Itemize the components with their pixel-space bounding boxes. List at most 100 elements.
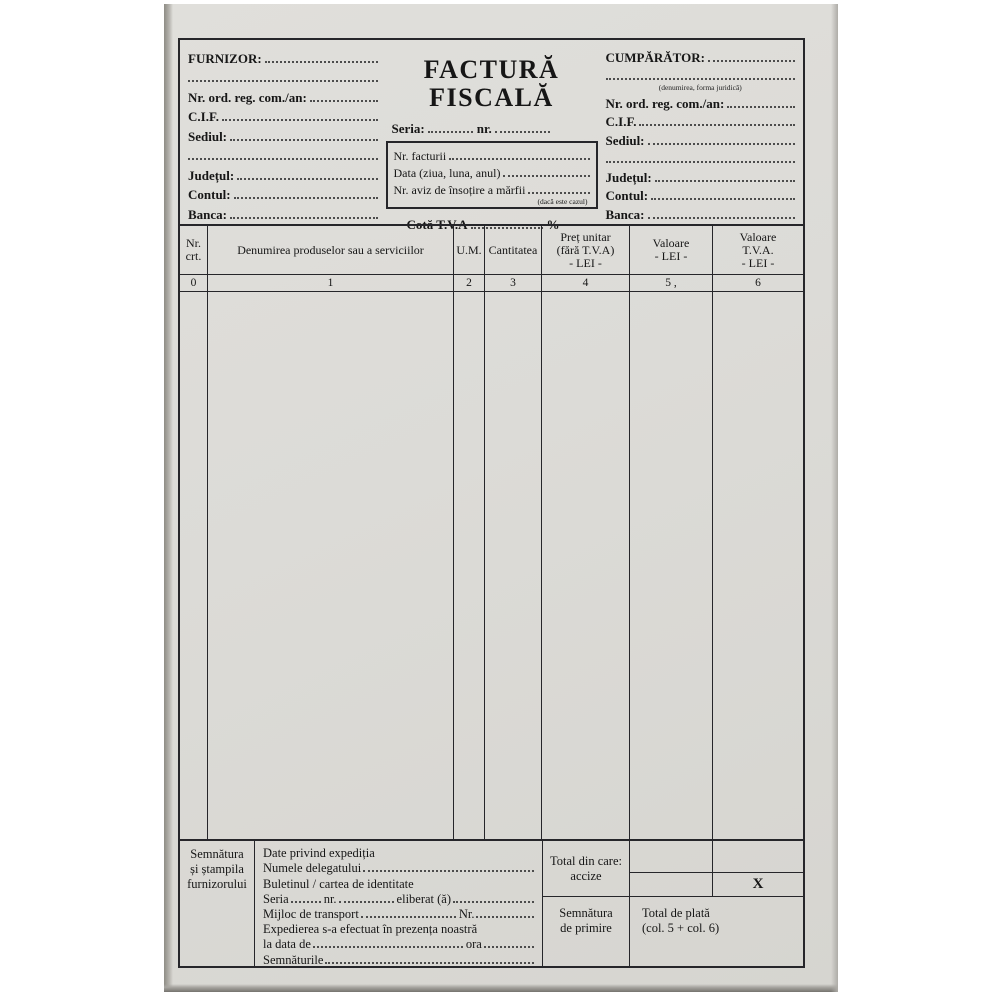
dotted-line <box>363 870 534 873</box>
col-number-0: 0 <box>180 275 208 291</box>
delegate-name-field: Numele delegatului <box>263 860 534 875</box>
col-header-valoare: Valoare - LEI - <box>630 226 713 274</box>
dotted-line <box>264 60 378 63</box>
dotted-line <box>427 131 473 133</box>
col-header-text: Denumirea produselor sau a serviciilor <box>237 242 424 257</box>
buyer-account-field: Contul: <box>606 185 795 203</box>
footer-section: Semnătura și ștampila furnizorului Date … <box>180 839 803 967</box>
supplier-bank-label: Banca: <box>188 206 227 222</box>
supplier-reg-label: Nr. ord. reg. com./an: <box>188 89 307 105</box>
supplier-account-field: Contul: <box>188 183 378 202</box>
col-header-pret-unitar: Preț unitar (fără T.V.A) - LEI - <box>542 226 630 274</box>
body-cell-um <box>454 292 485 839</box>
dotted-line <box>221 119 378 121</box>
series-field: Seria: nr. <box>392 121 592 136</box>
dotted-line <box>605 78 795 80</box>
receipt-signature-cell: Semnătura de primire <box>543 897 630 966</box>
dotted-line <box>494 131 550 133</box>
dotted-line <box>338 900 394 903</box>
body-cell-nr-crt <box>180 292 208 839</box>
excise-tva-cell <box>713 841 803 873</box>
buyer-cif-label: C.I.F. <box>605 114 637 129</box>
form-title-line1: FACTURĂ <box>423 55 560 84</box>
series-nr-label: nr. <box>476 121 492 136</box>
total-payable-cell: Total de plată (col. 5 + col. 6) <box>630 897 803 966</box>
paper-right-edge-shadow <box>831 4 838 992</box>
items-table-body <box>180 292 803 839</box>
col-header-text: Valoare <box>652 236 690 250</box>
total-excise-label-line: accize <box>570 868 602 883</box>
hour-label: ora <box>465 937 482 952</box>
supplier-county-field: Județul: <box>188 163 378 183</box>
stamp-text-line: și ștampila <box>190 862 244 876</box>
buyer-name-caption: (denumirea, forma juridică) <box>658 83 742 92</box>
col-header-text: (fără T.V.A) <box>556 242 615 257</box>
col-header-nr-crt: Nr. crt. <box>180 226 208 274</box>
buyer-address-field-line2 <box>605 148 795 167</box>
invoice-form: FURNIZOR: Nr. ord. reg. com./an: C.I.F. … <box>178 38 805 968</box>
dotted-line <box>309 99 378 102</box>
supplier-address-field: Sediul: <box>188 124 378 144</box>
total-excise-cell: Total din care: accize <box>543 841 630 897</box>
invoice-paper-sheet: FURNIZOR: Nr. ord. reg. com./an: C.I.F. … <box>164 4 838 992</box>
column-numbers-row: 0 1 2 3 4 5 , 6 <box>180 274 803 292</box>
dotted-line <box>290 900 321 903</box>
nr-label: nr. <box>323 891 337 906</box>
col-header-text: Cantitatea <box>488 242 538 257</box>
stamp-text-line: Semnătura <box>190 847 244 861</box>
dotted-line <box>449 158 590 160</box>
buyer-reg-field: Nr. ord. reg. com./an: <box>606 92 795 111</box>
col-header-denumire: Denumirea produselor sau a serviciilor <box>208 226 454 274</box>
col-header-text: T.V.A. <box>742 242 774 257</box>
invoice-number-box: Nr. facturii Data (ziua, luna, anul) Nr.… <box>385 141 598 209</box>
items-table-header: Nr. crt. Denumirea produselor sau a serv… <box>180 224 803 274</box>
supplier-bank-field: Banca: <box>188 202 378 222</box>
col-header-text: - LEI - <box>569 255 602 270</box>
dotted-line <box>528 192 590 194</box>
dotted-line <box>476 915 534 918</box>
col-number-2: 2 <box>454 275 485 291</box>
paper-bottom-edge-shadow <box>164 984 838 992</box>
total-payable-line: (col. 5 + col. 6) <box>642 921 720 935</box>
body-cell-pret-unitar <box>542 292 630 839</box>
supplier-section: FURNIZOR: Nr. ord. reg. com./an: C.I.F. … <box>188 46 378 224</box>
col-header-text: - LEI - <box>741 255 775 270</box>
buyer-bank-label: Banca: <box>605 206 645 222</box>
buyer-name-label: CUMPĂRĂTOR: <box>605 49 705 65</box>
empty-value-cell <box>630 873 713 897</box>
dotted-line <box>503 175 590 177</box>
invoice-aviz-field: Nr. aviz de însoțire a mărfii <box>394 180 590 197</box>
series-label: Seria: <box>391 121 425 136</box>
body-cell-valoare <box>630 292 713 839</box>
date-label: la data de <box>263 937 311 952</box>
transport-field: Mijloc de transport Nr. <box>263 906 534 921</box>
dotted-line <box>605 161 795 163</box>
expedition-data-cell: Date privind expediția Numele delegatulu… <box>255 841 543 967</box>
issued-by-label: eliberat (ă) <box>396 891 452 906</box>
total-payable-line: Total de plată <box>642 906 710 920</box>
invoice-date-label: Data (ziua, luna, anul) <box>393 166 501 180</box>
x-mark: X <box>752 876 764 892</box>
buyer-name-field: CUMPĂRĂTOR: <box>605 46 795 65</box>
col-header-text: U.M. <box>456 242 482 257</box>
col-number-6: 6 <box>755 277 761 289</box>
supplier-address-field-line2 <box>188 144 378 164</box>
supplier-cif-field: C.I.F. <box>188 105 378 124</box>
invoice-nr-label: Nr. facturii <box>393 149 447 163</box>
supplier-address-label: Sediul: <box>188 128 228 144</box>
buyer-county-label: Județul: <box>605 169 652 185</box>
col-header-text: Preț unitar <box>560 229 611 244</box>
dotted-line <box>483 946 534 949</box>
stamp-text-line: furnizorului <box>187 877 247 891</box>
dotted-line <box>453 900 534 903</box>
supplier-name-label: FURNIZOR: <box>188 50 262 66</box>
buyer-name-field-line2 <box>605 65 795 84</box>
transport-label: Mijloc de transport <box>263 906 359 921</box>
body-cell-valoare-tva <box>713 292 803 839</box>
dotted-line <box>233 197 378 199</box>
form-title-line2: FISCALĂ <box>429 83 554 112</box>
supplier-county-label: Județul: <box>188 167 235 183</box>
buyer-county-field: Județul: <box>605 166 795 185</box>
buyer-section: CUMPĂRĂTOR: (denumirea, forma juridică) … <box>605 46 795 224</box>
body-cell-cantitatea <box>485 292 542 839</box>
